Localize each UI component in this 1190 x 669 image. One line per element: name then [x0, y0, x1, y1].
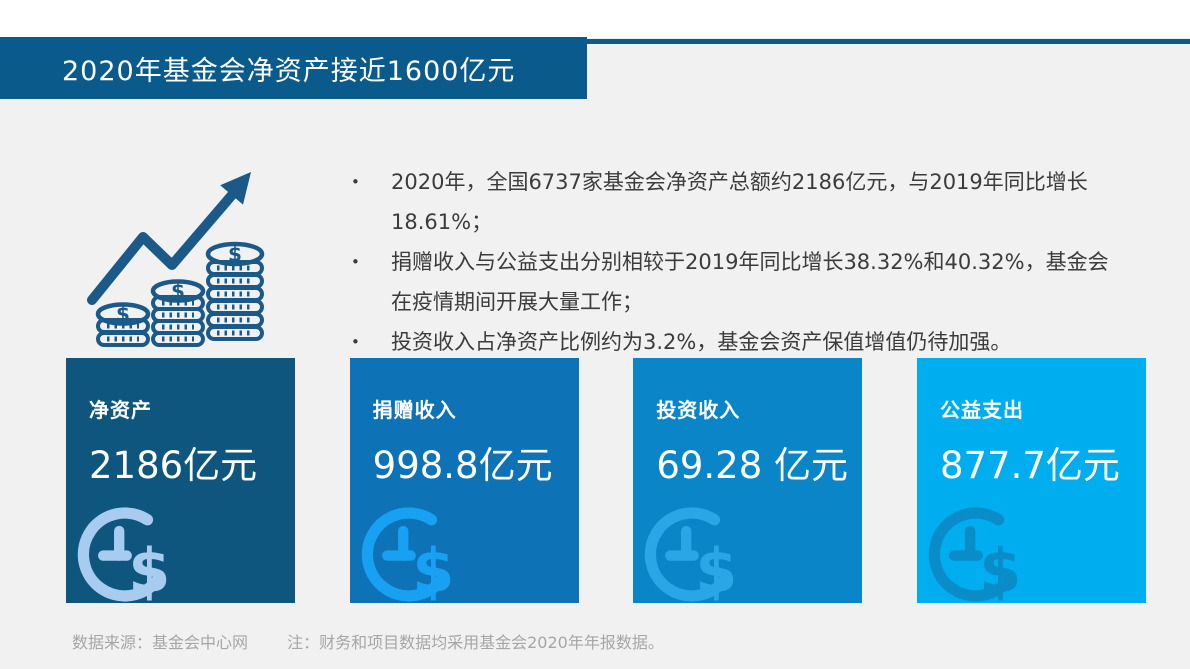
accent-line: [587, 39, 1190, 44]
clock-dollar-icon: $: [641, 500, 754, 603]
svg-text:$: $: [128, 536, 170, 603]
bullet-text: 2020年，全国6737家基金会净资产总额约2186亿元，与2019年同比增长1…: [391, 170, 1088, 234]
svg-text:$: $: [412, 536, 454, 603]
bullet-marker: •: [351, 253, 360, 271]
svg-text:$: $: [696, 536, 738, 603]
stat-card-value: 877.7亿元: [939, 444, 1120, 487]
stat-card-row: 净资产 2186亿元 $ 捐赠收入 998.8亿元 $: [66, 358, 1146, 603]
page-title: 2020年基金会净资产接近1600亿元: [62, 55, 516, 87]
stat-card-donation-income: 捐赠收入 998.8亿元 $: [349, 358, 579, 603]
stat-card-label: 公益支出: [939, 398, 1024, 422]
stat-card-value: 2186亿元: [89, 444, 258, 487]
stat-card-label: 净资产: [89, 398, 152, 422]
svg-text:$: $: [228, 242, 242, 266]
svg-text:$: $: [116, 302, 130, 326]
bullet-text: 投资收入占净资产比例约为3.2%，基金会资产保值增值仍待加强。: [391, 330, 1012, 354]
footer: 数据来源：基金会中心网 注：财务和项目数据均采用基金会2020年年报数据。: [72, 629, 664, 653]
stat-card-label: 投资收入: [656, 398, 741, 422]
stat-card-label: 捐赠收入: [372, 398, 457, 422]
clock-dollar-icon: $: [74, 500, 187, 603]
stat-card-value: 998.8亿元: [372, 444, 553, 487]
svg-text:$: $: [171, 279, 185, 303]
bullet-list: • 2020年，全国6737家基金会净资产总额约2186亿元，与2019年同比增…: [345, 162, 1111, 362]
title-bar: 2020年基金会净资产接近1600亿元: [0, 37, 587, 99]
stat-card-value: 69.28 亿元: [656, 444, 848, 487]
clock-dollar-icon: $: [358, 500, 471, 603]
footer-source: 数据来源：基金会中心网: [72, 633, 249, 652]
money-growth-icon: $ $ $: [85, 163, 320, 348]
stat-card-investment-income: 投资收入 69.28 亿元 $: [633, 358, 863, 603]
bullet-marker: •: [351, 333, 360, 351]
stat-card-charity-expenditure: 公益支出 877.7亿元 $: [916, 358, 1146, 603]
clock-dollar-icon: $: [925, 500, 1038, 603]
footer-note: 注：财务和项目数据均采用基金会2020年年报数据。: [287, 633, 664, 652]
bullet-item: • 捐赠收入与公益支出分别相较于2019年同比增长38.32%和40.32%，基…: [345, 242, 1111, 322]
bullet-item: • 2020年，全国6737家基金会净资产总额约2186亿元，与2019年同比增…: [345, 162, 1111, 242]
stat-card-net-assets: 净资产 2186亿元 $: [66, 358, 295, 603]
bullet-text: 捐赠收入与公益支出分别相较于2019年同比增长38.32%和40.32%，基金会…: [391, 250, 1109, 314]
svg-text:$: $: [979, 536, 1021, 603]
bullet-marker: •: [351, 173, 360, 191]
bullet-item: • 投资收入占净资产比例约为3.2%，基金会资产保值增值仍待加强。: [345, 322, 1111, 362]
